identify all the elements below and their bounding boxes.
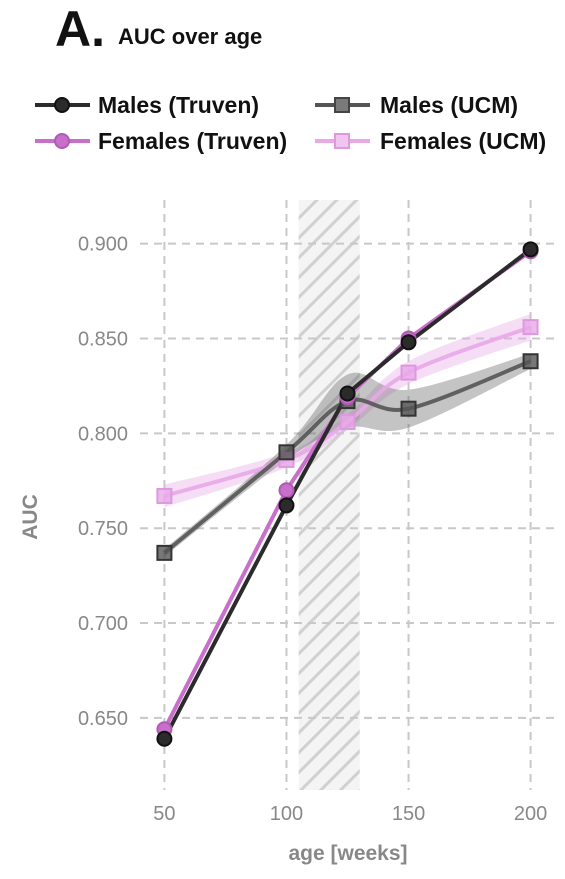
legend-label-females-ucm: Females (UCM) — [380, 128, 546, 154]
data-point-males-ucm — [157, 546, 171, 560]
legend-label-males-ucm: Males (UCM) — [380, 92, 518, 118]
data-point-males-truven — [341, 387, 355, 401]
data-point-males-ucm — [279, 445, 293, 459]
legend-item-males-ucm: Males (UCM) — [315, 92, 518, 118]
x-tick-label: 200 — [514, 803, 547, 825]
data-point-males-truven — [279, 498, 293, 512]
legend-item-females-ucm: Females (UCM) — [315, 128, 546, 154]
y-axis-title: AUC — [19, 494, 42, 540]
highlight-band-layer — [299, 200, 360, 790]
x-tick-label: 150 — [392, 803, 425, 825]
chart-title: AUC over age — [118, 24, 262, 49]
data-point-females-ucm — [341, 415, 355, 429]
y-tick-label: 0.650 — [78, 708, 128, 730]
data-point-females-ucm — [157, 489, 171, 503]
legend-label-females-truven: Females (Truven) — [98, 128, 287, 154]
data-point-males-truven — [402, 335, 416, 349]
data-point-males-truven — [524, 242, 538, 256]
y-tick-label: 0.900 — [78, 234, 128, 256]
legend-item-females-truven: Females (Truven) — [35, 128, 287, 154]
data-point-males-ucm — [524, 354, 538, 368]
data-point-females-ucm — [524, 320, 538, 334]
x-axis-title: age [weeks] — [288, 842, 407, 865]
panel-letter: A. — [55, 1, 105, 57]
data-point-females-truven — [279, 483, 293, 497]
x-tick-label: 50 — [153, 803, 175, 825]
legend-label-males-truven: Males (Truven) — [98, 92, 259, 118]
legend: Males (Truven) Males (UCM) Females (Truv… — [35, 92, 546, 154]
y-tick-label: 0.800 — [78, 423, 128, 445]
x-tick-label: 100 — [270, 803, 303, 825]
y-tick-label: 0.850 — [78, 328, 128, 350]
legend-item-males-truven: Males (Truven) — [35, 92, 259, 118]
highlight-band — [299, 200, 360, 790]
data-point-males-truven — [157, 732, 171, 746]
data-point-females-ucm — [402, 366, 416, 380]
y-tick-label: 0.750 — [78, 518, 128, 540]
data-point-males-ucm — [402, 402, 416, 416]
y-tick-label: 0.700 — [78, 613, 128, 635]
